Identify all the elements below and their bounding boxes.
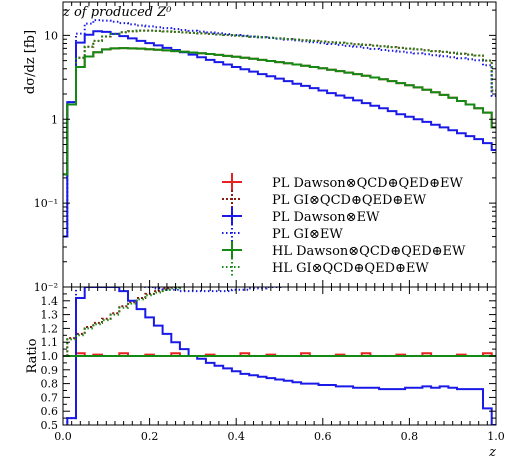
main-series-3	[63, 19, 496, 238]
main-series-5	[63, 29, 496, 176]
y-axis-label-main: dσ/dz [fb]	[23, 30, 38, 94]
x-tick-label: 0.2	[141, 430, 159, 443]
legend-entry: PL GI⊗EW	[272, 227, 343, 242]
y-axis-label-ratio: Ratio	[25, 338, 40, 373]
ratio-plot-series	[63, 287, 496, 425]
legend-entry: PL Dawson⊗QCD⊕QED⊕EW	[272, 176, 463, 191]
y-tick-label-ratio: 1.1	[41, 336, 59, 349]
legend: PL Dawson⊗QCD⊕QED⊕EW PL GI⊗QCD⊕QED⊕EW PL D…	[222, 173, 466, 276]
x-axis-label: z	[488, 445, 496, 460]
legend-entry: PL GI⊗QCD⊕QED⊕EW	[272, 193, 427, 208]
ratio-series-2	[66, 287, 496, 425]
y-tick-label-ratio: 1.3	[41, 309, 59, 322]
y-tick-label-ratio: 1.4	[41, 295, 59, 308]
y-tick-label-main: 10⁻²	[34, 281, 58, 294]
ratio-plot-frame	[62, 286, 497, 426]
y-tick-label-ratio: 0.7	[41, 391, 59, 404]
main-series-0	[63, 47, 496, 176]
y-tick-label-ratio: 0.8	[41, 378, 59, 391]
x-tick-label: 1.0	[487, 430, 505, 443]
legend-entry: PL Dawson⊗EW	[272, 210, 380, 225]
main-series-1	[63, 29, 496, 176]
y-tick-label-ratio: 1.0	[41, 350, 59, 363]
ratio-series-5	[63, 287, 181, 357]
main-plot-series	[63, 19, 496, 238]
y-tick-label-ratio: 0.9	[41, 364, 59, 377]
main-series-2	[63, 30, 496, 238]
x-tick-label: 0.4	[227, 430, 245, 443]
y-tick-label-ratio: 0.5	[41, 419, 59, 432]
y-tick-label-ratio: 0.6	[41, 405, 59, 418]
y-tick-label-main: 1	[51, 113, 58, 126]
chart-title: z of produced Z⁰	[62, 5, 172, 20]
y-tick-label-main: 10	[44, 29, 58, 42]
legend-entry: HL Dawson⊗QCD⊕QED⊕EW	[272, 244, 466, 259]
x-tick-label: 0.0	[54, 430, 72, 443]
y-tick-label-main: 10⁻¹	[34, 197, 58, 210]
y-tick-label-ratio: 1.2	[41, 322, 59, 335]
legend-entry: HL GI⊗QCD⊕QED⊕EW	[272, 261, 429, 276]
ratio-series-1	[63, 287, 181, 357]
main-series-4	[63, 47, 496, 176]
axis-tick-labels: 0.0 0.2 0.4 0.6 0.8 1.010110⁻¹10⁻²0.50.60.70.…	[34, 29, 505, 443]
x-tick-label: 0.8	[401, 430, 419, 443]
x-tick-label: 0.6	[314, 430, 332, 443]
